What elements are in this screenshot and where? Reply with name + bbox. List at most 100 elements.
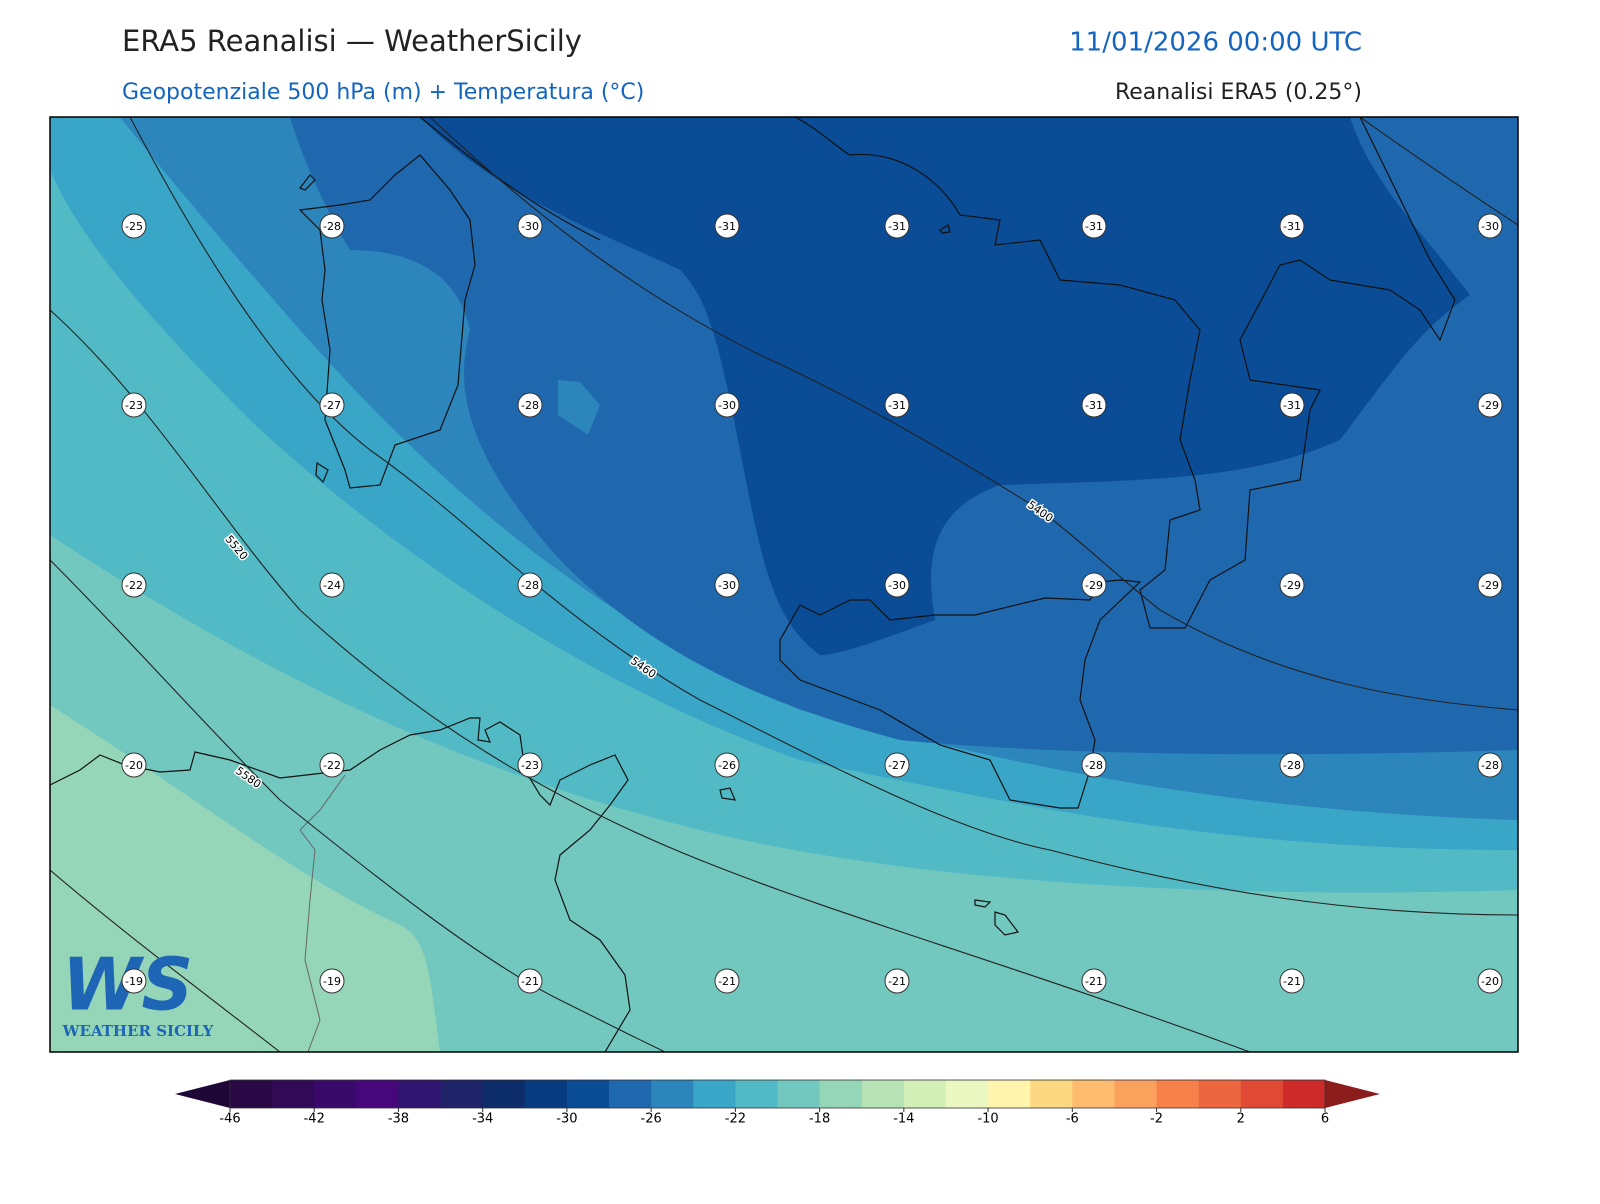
temp-label: -30: [521, 220, 539, 233]
temp-label: -31: [1283, 399, 1301, 412]
coastline: [298, 154, 476, 489]
temp-label: -26: [718, 759, 736, 772]
temp-label: -30: [1481, 220, 1499, 233]
colorbar-tick-label: -46: [219, 1112, 240, 1127]
colorbar-bin: [566, 1080, 610, 1108]
temp-label: -19: [323, 975, 341, 988]
temp-marker: [1477, 213, 1503, 239]
temp-marker: [1477, 752, 1503, 778]
colorbar-bin: [651, 1080, 694, 1108]
temp-marker: [319, 392, 345, 418]
isohypse: [50, 309, 1251, 1052]
temp-label: -30: [718, 579, 736, 592]
temp-label: -23: [521, 759, 539, 772]
temp-label: -31: [1085, 399, 1103, 412]
temp-label: -22: [323, 759, 341, 772]
colorbar-tick-label: -34: [472, 1112, 493, 1127]
temp-label: -28: [1085, 759, 1103, 772]
temp-label: -30: [718, 399, 736, 412]
temp-label: -21: [888, 975, 906, 988]
temp-marker: [1081, 752, 1107, 778]
colorbar-tick-label: -38: [388, 1112, 409, 1127]
temp-marker: [1081, 572, 1107, 598]
colorbar-bin: [609, 1080, 652, 1108]
border: [299, 774, 346, 1052]
temp-marker: [714, 213, 740, 239]
colorbar-bin: [819, 1080, 863, 1108]
temp-marker: [121, 752, 147, 778]
temp-marker: [714, 968, 740, 994]
temp-marker: [517, 213, 543, 239]
colorbar-bin: [314, 1080, 357, 1108]
temp-marker: [714, 572, 740, 598]
colorbar-tick-label: -22: [725, 1112, 746, 1127]
colorbar-tick-label: -42: [304, 1112, 325, 1127]
temp-marker: [1081, 392, 1107, 418]
source: Reanalisi ERA5 (0.25°): [1115, 80, 1362, 105]
temp-marker: [1279, 968, 1305, 994]
temp-label: -21: [718, 975, 736, 988]
temp-marker: [121, 572, 147, 598]
temp-label: -29: [1283, 579, 1301, 592]
temp-label: -30: [888, 579, 906, 592]
colorbar-bin: [272, 1080, 315, 1108]
temp-marker: [1477, 572, 1503, 598]
temp-label: -20: [1481, 975, 1499, 988]
colorbar-bin: [1030, 1080, 1073, 1108]
temp-marker: [714, 752, 740, 778]
temp-marker: [121, 392, 147, 418]
temp-marker: [884, 213, 910, 239]
temp-marker: [319, 213, 345, 239]
temp-marker: [1279, 752, 1305, 778]
temp-label: -24: [323, 579, 341, 592]
temp-label: -21: [521, 975, 539, 988]
temp-label: -31: [1085, 220, 1103, 233]
colorbar-bin: [1114, 1080, 1158, 1108]
map-frame: [49, 116, 1519, 1053]
temp-label: -22: [125, 579, 143, 592]
colorbar-tick-label: 2: [1237, 1112, 1245, 1127]
colorbar-bin: [440, 1080, 484, 1108]
temp-marker: [1477, 968, 1503, 994]
coastline: [939, 224, 951, 234]
colorbar-bin: [988, 1080, 1031, 1108]
logo-name: WEATHER SICILY: [62, 1022, 214, 1040]
colorbar-bin: [356, 1080, 399, 1108]
temp-marker: [1279, 392, 1305, 418]
temp-label: -29: [1481, 579, 1499, 592]
temp-marker: [517, 392, 543, 418]
temp-label: -29: [1085, 579, 1103, 592]
coastline: [50, 717, 631, 1052]
temp-label: -27: [323, 399, 341, 412]
map: [50, 117, 1518, 1052]
band: [558, 380, 600, 435]
colorbar-bin: [1156, 1080, 1200, 1108]
colorbar-bin: [398, 1080, 442, 1108]
colorbar-bin: [861, 1080, 905, 1108]
colorbar-bin: [945, 1080, 989, 1108]
temp-marker: [1081, 213, 1107, 239]
colorbar-frame: [229, 1079, 1326, 1109]
temp-label: -21: [1085, 975, 1103, 988]
temp-marker: [1279, 213, 1305, 239]
colorbar-bin: [1240, 1080, 1284, 1108]
temp-marker: [884, 968, 910, 994]
temp-label: -19: [125, 975, 143, 988]
colorbar-bin: [777, 1080, 821, 1108]
colorbar-tick-label: -2: [1150, 1112, 1163, 1127]
colorbar-tick-label: -6: [1066, 1112, 1079, 1127]
subtitle: Geopotenziale 500 hPa (m) + Temperatura …: [122, 80, 644, 105]
temp-marker: [319, 572, 345, 598]
colorbar-tick-label: -18: [809, 1112, 830, 1127]
isohypse: [1359, 117, 1518, 226]
colorbar-tick-label: -10: [977, 1112, 998, 1127]
colorbar-bin: [482, 1080, 526, 1108]
temp-label: -28: [521, 579, 539, 592]
temp-label: -25: [125, 220, 143, 233]
temp-label: -28: [323, 220, 341, 233]
colorbar-tick-label: -14: [893, 1112, 914, 1127]
temp-label: -29: [1481, 399, 1499, 412]
temp-label: -31: [888, 399, 906, 412]
colorbar-bin: [1072, 1080, 1115, 1108]
temp-marker: [517, 572, 543, 598]
